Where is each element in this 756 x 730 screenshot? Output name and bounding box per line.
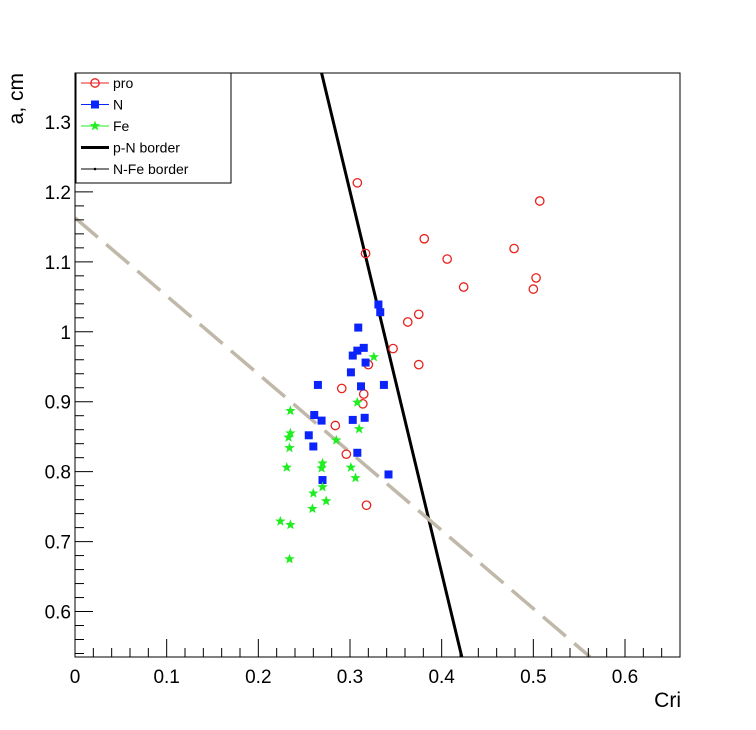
data-point-pro — [458, 282, 469, 292]
data-point-pro — [336, 383, 347, 394]
x-tick-label: 0.1 — [153, 667, 179, 688]
data-point-fe — [307, 503, 318, 514]
data-point-pro — [330, 420, 341, 431]
data-point-pro — [361, 500, 372, 511]
data-point-n — [318, 476, 327, 485]
y-tick-label: 0.9 — [45, 393, 71, 414]
data-point-fe — [275, 515, 286, 526]
data-point-fe — [285, 519, 296, 530]
data-point-n — [310, 411, 319, 420]
y-tick-label: 0.8 — [45, 463, 71, 484]
data-point-n — [360, 413, 369, 422]
data-point-pro — [413, 359, 424, 370]
x-tick-label: 0.4 — [428, 667, 455, 688]
data-point-n — [309, 442, 318, 451]
data-point-fe — [284, 442, 295, 453]
y-axis-title: a, cm — [5, 73, 28, 124]
data-point-pro — [528, 284, 539, 294]
data-point-pro — [419, 233, 430, 244]
data-point-fe — [281, 461, 292, 472]
data-point-fe — [353, 423, 365, 434]
data-point-fe — [317, 481, 328, 492]
data-point-fe — [317, 457, 328, 468]
data-point-fe — [308, 487, 319, 498]
data-point-n — [313, 380, 322, 389]
y-tick-label: 0.6 — [45, 603, 71, 624]
legend: pro N Fe p-N border N-Fe border — [75, 72, 232, 184]
data-point-pro — [531, 273, 541, 283]
border-lines — [75, 73, 592, 657]
legend-label: N-Fe border — [113, 161, 189, 177]
data-point-fe — [285, 405, 296, 416]
border-line-n-fe — [75, 216, 592, 657]
x-tick-label: 0.2 — [245, 667, 271, 688]
data-point-n — [359, 343, 368, 352]
plot-frame — [74, 72, 681, 658]
data-point-n — [348, 415, 357, 424]
x-tick-label: 0 — [70, 667, 81, 688]
x-tick-label: 0.5 — [520, 667, 546, 688]
data-point-fe — [368, 351, 380, 362]
x-axis-title: Cri — [654, 689, 681, 712]
legend-label: pro — [113, 75, 133, 91]
data-point-n — [357, 382, 365, 391]
data-point-n — [353, 448, 362, 457]
legend-marker-n — [91, 100, 99, 109]
data-point-fe — [350, 472, 361, 483]
y-tick-label: 0.7 — [45, 533, 71, 554]
legend-label: Fe — [113, 118, 130, 134]
data-point-fe — [285, 427, 296, 438]
data-point-n — [379, 380, 388, 389]
y-tick-label: 1.1 — [45, 253, 71, 274]
data-point-n — [346, 368, 355, 377]
data-point-fe — [316, 462, 327, 473]
data-point-fe — [331, 434, 342, 445]
legend-marker-pro — [90, 78, 100, 88]
data-point-pro — [341, 449, 352, 460]
data-point-fe — [284, 553, 295, 564]
data-point-pro — [413, 309, 424, 320]
data-point-n — [304, 431, 313, 440]
data-point-pro — [402, 317, 413, 327]
data-point-n — [353, 346, 362, 355]
legend-box — [75, 72, 232, 184]
x-tick-label: 0.6 — [612, 667, 638, 688]
data-point-pro — [360, 248, 371, 259]
data-point-pro — [442, 254, 453, 264]
data-point-n — [354, 323, 363, 332]
y-tick-label: 1.3 — [45, 113, 71, 134]
data-point-n — [361, 358, 370, 367]
data-point-pro — [352, 177, 363, 188]
data-point-n — [384, 470, 393, 479]
data-point-fe — [345, 461, 357, 472]
y-tick-label: 1.2 — [45, 183, 71, 204]
data-point-pro — [509, 243, 519, 254]
x-tick-label: 0.3 — [337, 667, 363, 688]
data-point-fe — [283, 431, 294, 442]
data-point-fe — [320, 495, 332, 506]
data-point-n — [376, 308, 385, 317]
data-point-n — [374, 300, 383, 309]
data-point-pro — [534, 196, 545, 206]
data-point-n — [317, 416, 326, 425]
data-point-pro — [388, 343, 398, 354]
data-point-n — [348, 351, 357, 360]
legend-marker-fe — [89, 120, 101, 131]
legend-label: p-N border — [113, 140, 180, 156]
data-markers — [275, 177, 545, 564]
y-tick-label: 1 — [60, 323, 71, 344]
border-line-p-n — [320, 73, 464, 657]
legend-label: N — [113, 97, 123, 113]
legend-dot-border — [93, 167, 97, 171]
data-point-fe — [352, 396, 363, 407]
